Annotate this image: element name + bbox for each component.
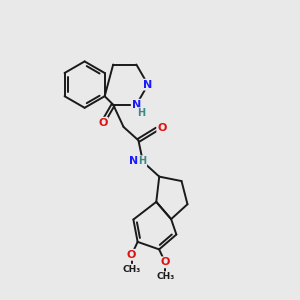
Text: H: H <box>138 156 146 166</box>
Text: O: O <box>160 257 170 267</box>
Text: N: N <box>129 156 139 166</box>
Text: N: N <box>132 100 141 110</box>
Text: O: O <box>98 118 107 128</box>
Text: O: O <box>127 250 136 260</box>
Text: N: N <box>143 80 153 90</box>
Text: CH₃: CH₃ <box>122 265 141 274</box>
Text: CH₃: CH₃ <box>156 272 174 281</box>
Text: H: H <box>137 108 145 118</box>
Text: O: O <box>157 123 167 133</box>
